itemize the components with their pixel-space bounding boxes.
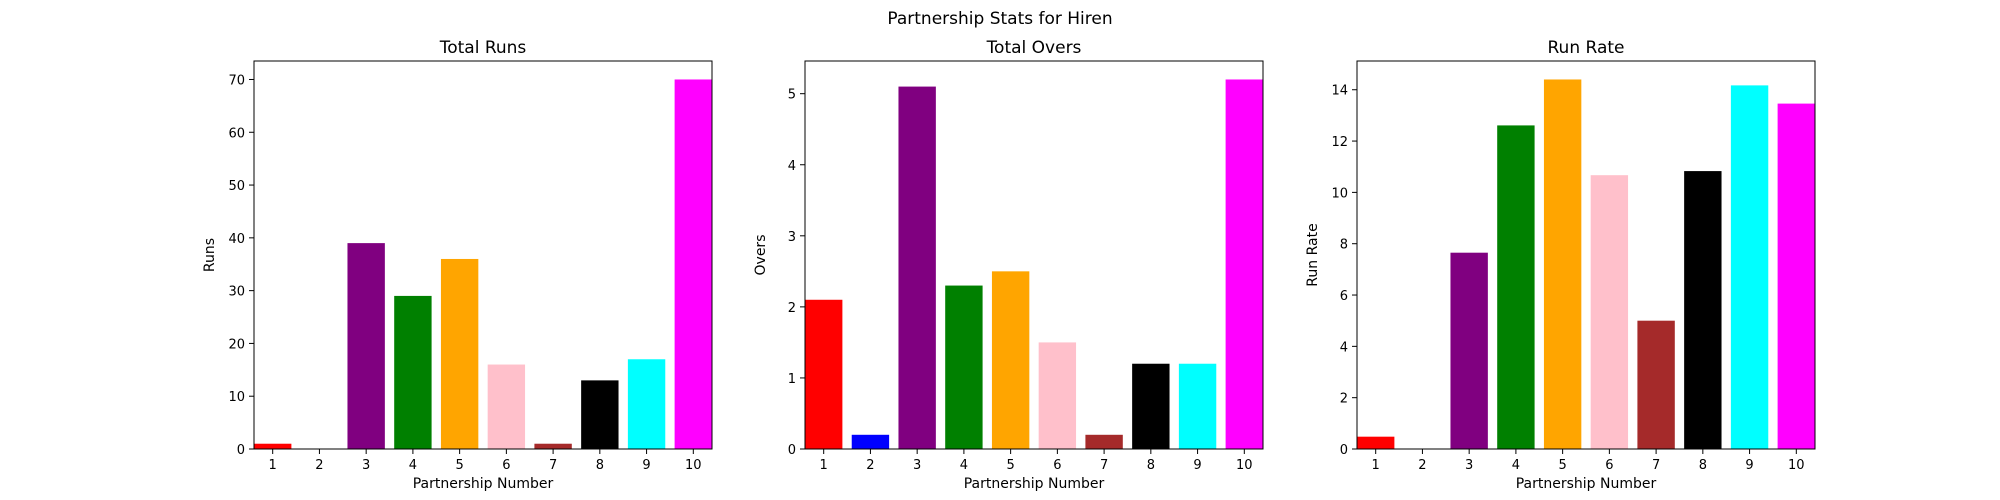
x-tick-label: 3 xyxy=(913,458,921,473)
x-tick-label: 10 xyxy=(1236,458,1253,473)
x-tick-label: 6 xyxy=(1053,458,1061,473)
x-tick-label: 8 xyxy=(1699,458,1707,473)
y-tick-label: 20 xyxy=(228,337,245,352)
x-tick-label: 7 xyxy=(1652,458,1660,473)
y-tick-label: 3 xyxy=(788,230,796,245)
x-tick-label: 2 xyxy=(1418,458,1426,473)
y-tick-label: 2 xyxy=(1340,392,1348,407)
x-tick-label: 10 xyxy=(1788,458,1805,473)
x-tick-label: 6 xyxy=(502,458,510,473)
chart-title: Total Runs xyxy=(439,38,527,58)
chart-title: Run Rate xyxy=(1548,38,1625,58)
x-tick-label: 2 xyxy=(866,458,874,473)
x-axis-label: Partnership Number xyxy=(1516,476,1657,492)
y-tick-label: 8 xyxy=(1340,238,1348,253)
x-tick-label: 9 xyxy=(1193,458,1201,473)
x-tick-label: 8 xyxy=(596,458,604,473)
y-tick-label: 30 xyxy=(228,285,245,300)
y-tick-label: 14 xyxy=(1331,84,1348,99)
y-tick-label: 0 xyxy=(788,443,796,458)
y-tick-label: 10 xyxy=(228,390,245,405)
x-tick-label: 8 xyxy=(1147,458,1155,473)
bar-6 xyxy=(1590,175,1629,449)
bar-1 xyxy=(805,299,843,449)
y-tick-label: 4 xyxy=(788,159,796,174)
bar-10 xyxy=(1225,79,1263,449)
y-tick-label: 10 xyxy=(1331,186,1348,201)
x-tick-label: 9 xyxy=(1745,458,1753,473)
total-runs-chart: 1 2 3 4 5 6 7 8 9 10 0 10 20 30 40 50 60 70 Total Runs Part… xyxy=(202,38,713,492)
bar-3 xyxy=(898,86,936,449)
bar-6 xyxy=(487,364,526,449)
bar-10 xyxy=(674,79,712,449)
total-overs-chart: 1 2 3 4 5 6 7 8 9 10 0 1 2 3 4 5 Total Overs Partnership … xyxy=(753,38,1264,492)
x-axis-label: Partnership Number xyxy=(413,476,554,492)
bar-9 xyxy=(1730,85,1769,449)
bar-3 xyxy=(1450,252,1488,449)
bar-10 xyxy=(1777,103,1815,449)
y-tick-label: 4 xyxy=(1340,340,1348,355)
y-tick-label: 50 xyxy=(228,179,245,194)
bar-5 xyxy=(1543,79,1582,449)
bar-9 xyxy=(1178,363,1217,449)
x-tick-label: 1 xyxy=(1372,458,1380,473)
y-tick-label: 12 xyxy=(1331,135,1348,150)
x-tick-label: 5 xyxy=(1558,458,1566,473)
bar-7 xyxy=(1637,320,1675,449)
bar-1 xyxy=(1357,436,1395,449)
x-axis-label: Partnership Number xyxy=(964,476,1105,492)
bar-7 xyxy=(1085,434,1123,449)
figure-suptitle: Partnership Stats for Hiren xyxy=(887,9,1112,29)
chart-title: Total Overs xyxy=(986,38,1082,58)
y-axis-label: Run Rate xyxy=(1305,223,1321,286)
bar-7 xyxy=(534,443,572,449)
x-tick-label: 5 xyxy=(455,458,463,473)
bar-5 xyxy=(440,258,479,449)
bar-8 xyxy=(581,380,619,449)
y-tick-label: 0 xyxy=(237,443,245,458)
y-axis-label: Overs xyxy=(753,235,769,276)
bar-3 xyxy=(347,243,385,449)
x-tick-label: 7 xyxy=(1100,458,1108,473)
y-tick-label: 60 xyxy=(228,126,245,141)
bar-8 xyxy=(1684,171,1722,449)
x-tick-label: 5 xyxy=(1006,458,1014,473)
x-tick-label: 7 xyxy=(549,458,557,473)
x-tick-label: 3 xyxy=(362,458,370,473)
axes-frame xyxy=(1356,60,1816,450)
y-axis-label: Runs xyxy=(202,238,218,272)
bar-2 xyxy=(851,434,890,449)
x-tick-label: 4 xyxy=(960,458,968,473)
bar-4 xyxy=(1497,125,1535,449)
y-tick-label: 70 xyxy=(228,73,245,88)
bar-5 xyxy=(991,271,1030,449)
x-tick-label: 2 xyxy=(315,458,323,473)
x-tick-label: 3 xyxy=(1465,458,1473,473)
bar-6 xyxy=(1038,342,1077,449)
bar-9 xyxy=(627,359,666,449)
y-tick-label: 1 xyxy=(788,372,796,387)
y-tick-label: 5 xyxy=(788,88,796,103)
x-tick-label: 4 xyxy=(1512,458,1520,473)
y-tick-label: 6 xyxy=(1340,289,1348,304)
bar-8 xyxy=(1132,363,1170,449)
x-tick-label: 10 xyxy=(685,458,702,473)
x-tick-label: 9 xyxy=(642,458,650,473)
x-tick-label: 6 xyxy=(1605,458,1613,473)
y-tick-label: 2 xyxy=(788,301,796,316)
bar-4 xyxy=(394,295,432,449)
x-tick-label: 1 xyxy=(269,458,277,473)
x-tick-label: 4 xyxy=(409,458,417,473)
axes-frame xyxy=(804,60,1264,450)
y-tick-label: 0 xyxy=(1340,443,1348,458)
axes-frame xyxy=(253,60,713,450)
bar-4 xyxy=(945,285,983,449)
bar-1 xyxy=(254,443,292,449)
x-tick-label: 1 xyxy=(820,458,828,473)
y-tick-label: 40 xyxy=(228,232,245,247)
